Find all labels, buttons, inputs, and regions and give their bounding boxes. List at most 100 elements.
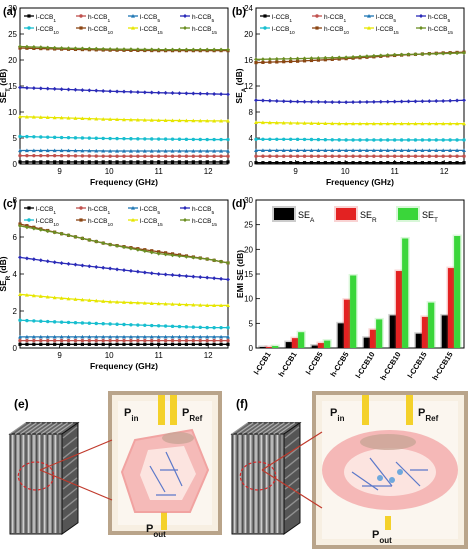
data-point (263, 14, 267, 18)
data-point (316, 148, 321, 152)
data-point (80, 321, 85, 325)
data-point (351, 138, 355, 142)
wave-path (395, 461, 421, 487)
data-point (45, 294, 50, 299)
top-texture (252, 422, 270, 435)
data-point (372, 161, 376, 165)
conductive-layer (162, 432, 194, 444)
stripe (258, 435, 260, 533)
data-point (302, 161, 307, 165)
data-point (379, 161, 383, 165)
data-point (73, 136, 78, 140)
data-point (39, 342, 43, 346)
data-point (18, 338, 22, 343)
data-point (94, 298, 99, 303)
stripe (250, 435, 252, 533)
data-point (108, 117, 113, 121)
data-point (184, 334, 189, 339)
bar (369, 329, 377, 348)
data-point (108, 322, 112, 326)
data-point (31, 45, 36, 50)
data-point (448, 154, 452, 158)
data-point (149, 250, 154, 255)
data-point (135, 47, 140, 52)
stripe (244, 435, 246, 533)
data-point (149, 118, 154, 122)
data-point (267, 120, 272, 125)
data-point (385, 121, 390, 126)
stripe (274, 435, 276, 533)
data-point (323, 99, 328, 104)
data-point (101, 148, 106, 153)
data-point (434, 99, 439, 104)
data-point (94, 148, 99, 153)
data-point (184, 47, 189, 52)
port-label: Pout (146, 523, 166, 539)
data-point (212, 160, 216, 164)
data-point (135, 300, 140, 305)
y-tick-label: 0 (13, 160, 18, 169)
stripe (17, 435, 19, 533)
data-point (149, 301, 154, 305)
chart-panel-1: (b) 0 4 8 12 16 20 24 9 10 11 12 Frequency (GHz) SEA … (232, 4, 466, 187)
data-point (351, 154, 355, 158)
data-point (413, 138, 418, 142)
data-point (274, 57, 279, 62)
data-point (441, 98, 446, 103)
port-label: PRef (182, 407, 203, 423)
stripe (54, 435, 56, 533)
bar (415, 333, 422, 348)
data-point (163, 149, 168, 153)
data-point (156, 149, 161, 153)
data-point (73, 338, 78, 343)
data-point (337, 121, 342, 126)
data-point (191, 160, 195, 164)
y-tick-label: 15 (244, 270, 253, 279)
data-point (274, 148, 279, 152)
stripe (242, 435, 244, 533)
data-point (198, 342, 202, 346)
data-point (184, 149, 189, 153)
data-point (25, 134, 29, 139)
data-point (80, 46, 85, 51)
data-point (427, 154, 432, 158)
data-point (184, 302, 189, 307)
data-point (219, 92, 224, 97)
top-texture (51, 422, 68, 435)
data-point (392, 52, 397, 57)
data-point (142, 301, 147, 305)
stripe (276, 435, 278, 533)
data-point (122, 334, 126, 339)
data-point (344, 138, 348, 142)
dipole (389, 477, 395, 483)
data-point (131, 14, 135, 18)
x-tick-label: l-CCB5 (304, 350, 325, 376)
data-point (344, 121, 349, 126)
data-point (191, 47, 196, 52)
data-point (371, 121, 376, 126)
data-point (191, 137, 196, 142)
data-point (94, 334, 99, 339)
data-point (399, 138, 404, 142)
stripe (268, 435, 270, 533)
x-tick-label: 10 (105, 351, 114, 360)
data-point (441, 51, 446, 56)
data-point (73, 320, 78, 325)
data-point (45, 148, 50, 153)
y-tick-label: 0 (249, 344, 254, 353)
data-point (462, 121, 466, 126)
side-stripe (62, 508, 78, 521)
data-point (177, 342, 182, 346)
data-point (183, 218, 187, 222)
data-point (427, 51, 432, 56)
data-point (45, 229, 50, 234)
stripe (33, 435, 35, 533)
data-point (198, 334, 203, 339)
top-texture (278, 422, 296, 435)
data-point (434, 161, 438, 165)
data-point (142, 249, 147, 254)
data-point (52, 86, 57, 91)
bar (311, 345, 318, 348)
data-point (344, 55, 349, 60)
data-point (108, 47, 113, 52)
